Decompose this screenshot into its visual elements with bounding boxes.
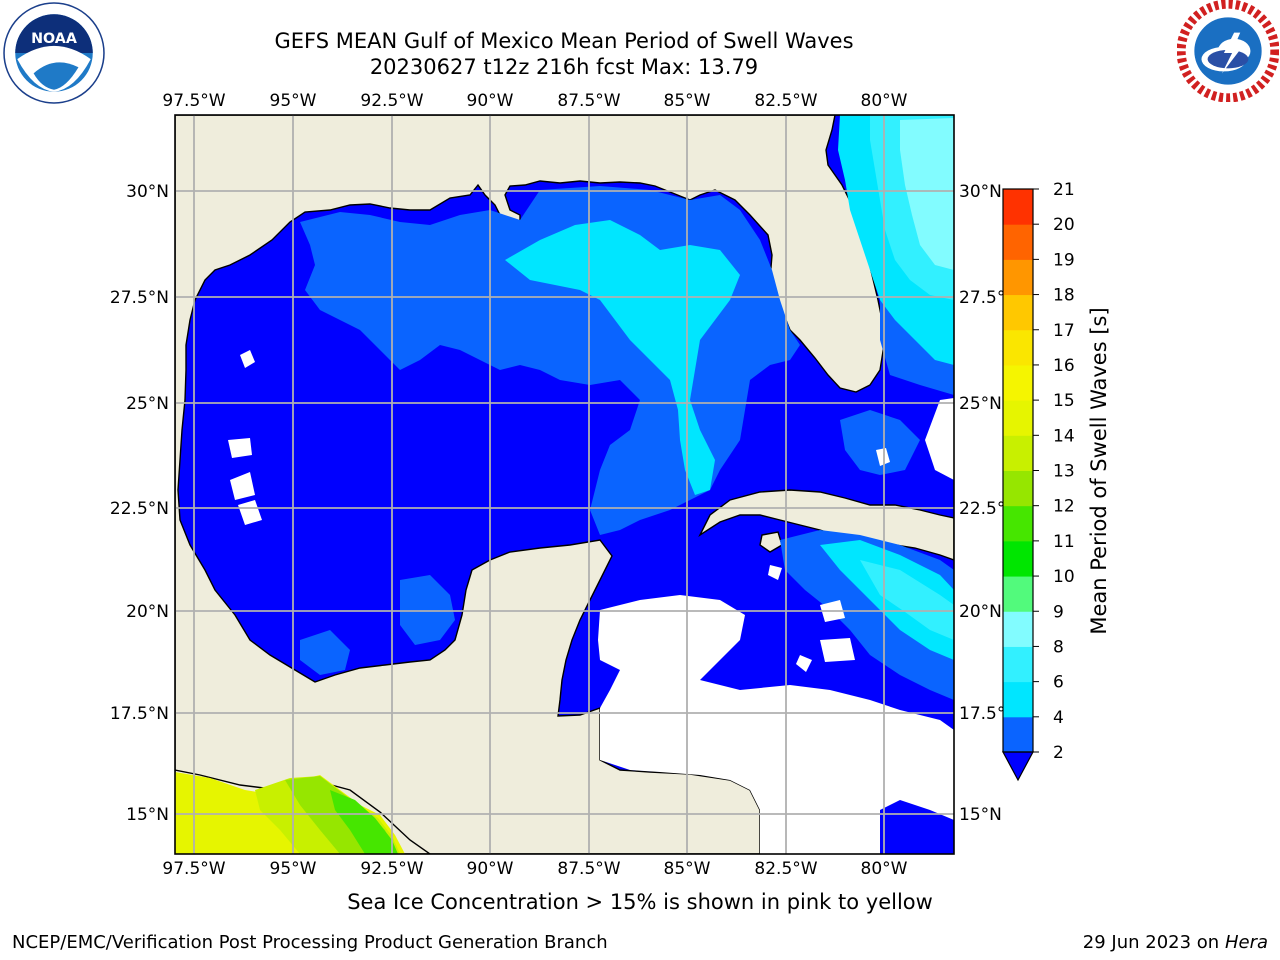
lon-labels: 97.5°W 95°W 92.5°W 90°W 87.5°W 85°W 82.5… <box>162 91 907 879</box>
colorbar-tick-label: 21 <box>1053 180 1075 200</box>
lon-label-top: 80°W <box>861 91 908 111</box>
colorbar-label: Mean Period of Swell Waves [s] <box>1087 307 1111 634</box>
colorbar-segment <box>1003 294 1033 331</box>
machine-name: Hera <box>1224 932 1268 953</box>
colorbar-tick-label: 14 <box>1053 426 1075 446</box>
svg-text:NOAA: NOAA <box>31 31 77 47</box>
lat-label-right: 15°N <box>959 805 1002 825</box>
lon-label-bottom: 90°W <box>467 859 514 879</box>
colorbar-tick-label: 17 <box>1053 321 1075 341</box>
map-subtitle: 20230627 t12z 216h fcst Max: 13.79 <box>369 55 759 79</box>
contour-2-4-east <box>840 410 920 475</box>
nws-logo-icon <box>1177 0 1279 102</box>
colorbar-tick-label: 10 <box>1053 567 1075 587</box>
colorbar-tick-label: 13 <box>1053 462 1075 482</box>
colorbar-segment <box>1003 540 1033 577</box>
lat-label-right: 30°N <box>959 182 1002 202</box>
contour-2-4-bay <box>300 630 350 675</box>
lon-label-bottom: 92.5°W <box>360 859 423 879</box>
lon-label-top: 92.5°W <box>360 91 423 111</box>
lat-label-right: 20°N <box>959 602 1002 622</box>
colorbar-tick-label: 12 <box>1053 497 1075 517</box>
lon-label-bottom: 97.5°W <box>162 859 225 879</box>
colorbar-extend-arrow <box>1001 751 1035 782</box>
colorbar-segment <box>1003 189 1033 225</box>
map-title: GEFS MEAN Gulf of Mexico Mean Period of … <box>274 29 854 53</box>
contour-2-4-yucatan <box>400 575 455 645</box>
colorbar-tick-label: 16 <box>1053 356 1075 376</box>
swell-period-contours <box>300 115 954 700</box>
colorbar-tick-label: 9 <box>1053 602 1064 622</box>
colorbar-segment <box>1003 400 1033 436</box>
lat-label-left: 22.5°N <box>110 499 169 519</box>
map-gridlines <box>175 115 954 854</box>
contour-4-6-caribbean <box>820 540 954 660</box>
colorbar-tick-label: 4 <box>1053 708 1064 728</box>
colorbar-segment <box>1003 329 1033 366</box>
lon-label-top: 82.5°W <box>754 91 817 111</box>
lat-label-left: 27.5°N <box>110 288 169 308</box>
colorbar-tick-label: 15 <box>1053 391 1075 411</box>
colorbar-segment <box>1003 611 1033 647</box>
colorbar-segment <box>1003 576 1033 612</box>
colorbar-segment <box>1003 224 1033 260</box>
lon-label-bottom: 95°W <box>270 859 317 879</box>
colorbar-segment <box>1003 716 1033 753</box>
lon-label-bottom: 80°W <box>861 859 908 879</box>
contour-8-9-atlantic <box>900 118 954 270</box>
colorbar-tick-label: 18 <box>1053 286 1075 306</box>
colorbar-tick-label: 6 <box>1053 673 1064 693</box>
lat-label-left: 25°N <box>126 394 169 414</box>
lon-label-bottom: 87.5°W <box>557 859 620 879</box>
lat-label-left: 15°N <box>126 805 169 825</box>
lon-label-top: 90°W <box>467 91 514 111</box>
colorbar-segment <box>1003 470 1033 507</box>
lat-label-right: 25°N <box>959 394 1002 414</box>
lat-label-left: 20°N <box>126 602 169 622</box>
colorbar-segment <box>1003 364 1033 401</box>
lon-label-bottom: 85°W <box>664 859 711 879</box>
lon-label-top: 97.5°W <box>162 91 225 111</box>
colorbar-segment <box>1003 505 1033 542</box>
colorbar-segment <box>1003 646 1033 683</box>
lon-label-top: 85°W <box>664 91 711 111</box>
pacific-swell-area <box>175 772 405 854</box>
noaa-logo-icon: NOAA <box>3 2 105 104</box>
date-stamp: 29 Jun 2023 on Hera <box>1083 932 1268 953</box>
contour-4-6-gulf <box>505 220 740 495</box>
contour-10-11 <box>330 790 398 854</box>
lon-label-top: 87.5°W <box>557 91 620 111</box>
colorbar-segment <box>1003 259 1033 296</box>
colorbar-tick-label: 11 <box>1053 532 1075 552</box>
colorbar-tick-label: 2 <box>1053 743 1064 763</box>
lon-label-bottom: 82.5°W <box>754 859 817 879</box>
colorbar-segment <box>1003 435 1033 471</box>
colorbar-tick-label: 20 <box>1053 215 1075 235</box>
colorbar-segment <box>1003 681 1033 718</box>
lon-label-top: 95°W <box>270 91 317 111</box>
map-frame <box>174 114 955 855</box>
colorbar-tick-label: 8 <box>1053 637 1064 657</box>
lat-label-left: 30°N <box>126 182 169 202</box>
colorbar-tick-label: 19 <box>1053 250 1075 270</box>
sea-ice-caption: Sea Ice Concentration > 15% is shown in … <box>347 890 933 914</box>
lat-label-left: 17.5°N <box>110 704 169 724</box>
credit-line: NCEP/EMC/Verification Post Processing Pr… <box>12 932 608 953</box>
date-text: 29 Jun 2023 on <box>1082 932 1220 953</box>
colorbar: 2 4 6 8 9 10 11 12 13 14 15 16 17 18 19 20 21 <box>1001 180 1075 782</box>
